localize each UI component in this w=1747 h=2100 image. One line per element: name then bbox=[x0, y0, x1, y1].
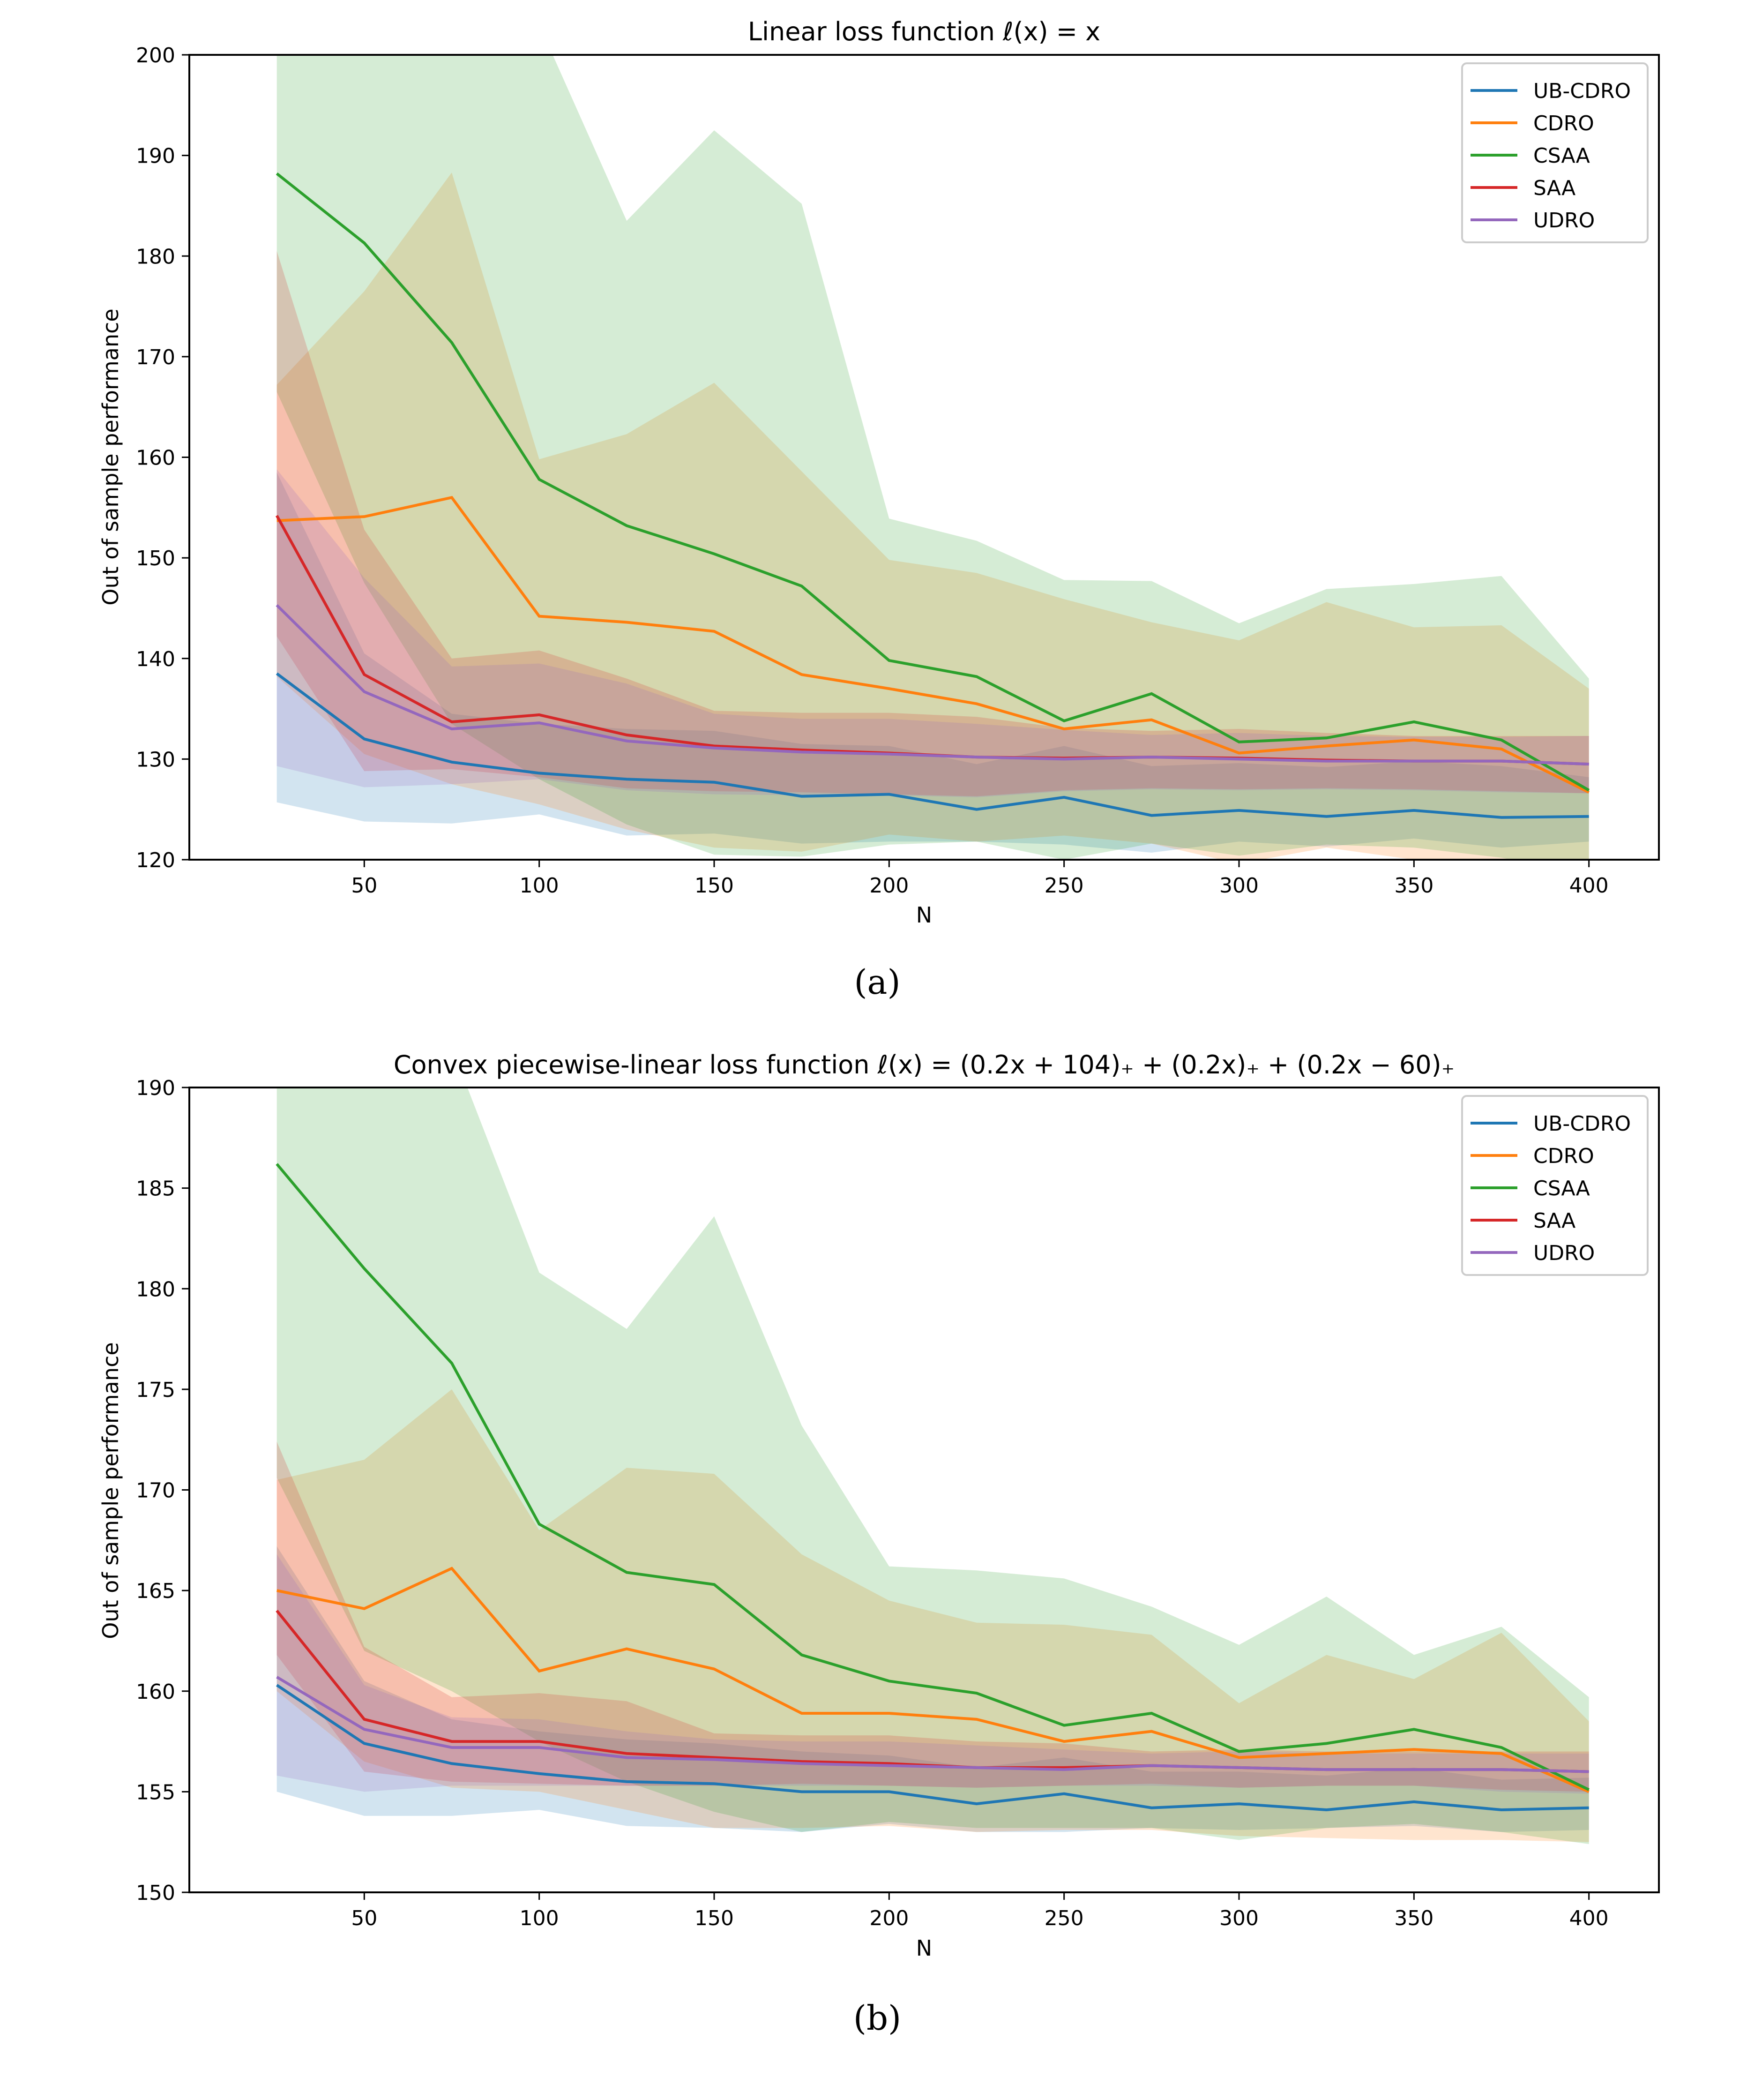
x-tick-label: 400 bbox=[1569, 874, 1609, 898]
line-cdro bbox=[276, 1567, 1590, 1793]
chart-a-bands bbox=[276, 55, 1589, 860]
x-tick-label: 100 bbox=[520, 874, 559, 898]
legend-label-udro: UDRO bbox=[1533, 1241, 1595, 1265]
chart-a-title: Linear loss function ℓ(x) = x bbox=[748, 17, 1100, 46]
y-tick-label: 150 bbox=[136, 547, 175, 570]
legend-box bbox=[1461, 62, 1649, 243]
y-tick-label: 130 bbox=[136, 748, 175, 772]
chart-b-xlabel: N bbox=[916, 1935, 932, 1961]
band-ub-cdro bbox=[276, 472, 1589, 853]
legend-label-ub-cdro: UB-CDRO bbox=[1533, 79, 1631, 103]
legend-label-cdro: CDRO bbox=[1533, 1144, 1594, 1168]
x-tick-label: 350 bbox=[1394, 874, 1433, 898]
x-tick-label: 200 bbox=[869, 874, 909, 898]
y-tick-label: 155 bbox=[136, 1780, 175, 1804]
chart-a-lines bbox=[276, 172, 1590, 819]
chart-b-ylabel: Out of sample performance bbox=[98, 1342, 123, 1639]
line-ub-cdro bbox=[276, 1684, 1589, 1812]
x-tick-label: 50 bbox=[351, 1906, 377, 1930]
caption-b: (b) bbox=[853, 1998, 901, 2038]
y-tick-label: 200 bbox=[136, 44, 175, 68]
band-udro bbox=[276, 1554, 1589, 1794]
x-tick-label: 300 bbox=[1219, 874, 1259, 898]
y-tick-label: 175 bbox=[136, 1378, 175, 1402]
x-tick-label: 250 bbox=[1045, 1906, 1084, 1930]
x-tick-label: 150 bbox=[694, 1906, 734, 1930]
y-tick-label: 165 bbox=[136, 1579, 175, 1603]
line-cdro bbox=[276, 496, 1590, 794]
chart-b-lines bbox=[276, 1163, 1590, 1812]
x-tick-label: 100 bbox=[520, 1906, 559, 1930]
y-tick-label: 120 bbox=[136, 848, 175, 872]
band-saa bbox=[276, 251, 1589, 796]
y-tick-label: 170 bbox=[136, 345, 175, 369]
y-tick-label: 150 bbox=[136, 1881, 175, 1905]
x-tick-label: 350 bbox=[1394, 1906, 1433, 1930]
band-saa bbox=[276, 1441, 1589, 1792]
y-tick-label: 180 bbox=[136, 1277, 175, 1301]
chart-a-xlabel: N bbox=[916, 902, 932, 928]
x-tick-label: 200 bbox=[869, 1906, 909, 1930]
legend-label-csaa: CSAA bbox=[1533, 144, 1590, 168]
x-tick-label: 300 bbox=[1219, 1906, 1259, 1930]
line-ub-cdro bbox=[276, 672, 1589, 819]
band-udro bbox=[276, 469, 1589, 797]
legend-label-ub-cdro: UB-CDRO bbox=[1533, 1112, 1631, 1136]
y-tick-label: 180 bbox=[136, 245, 175, 269]
y-tick-label: 160 bbox=[136, 446, 175, 470]
y-tick-label: 160 bbox=[136, 1680, 175, 1704]
line-udro bbox=[276, 1676, 1589, 1773]
chart-b-x-ticks: 50 100 150 200 250 300 350 400 bbox=[351, 1892, 1609, 1930]
chart-b-y-ticks: 150 155 160 165 170 175 180 185 190 bbox=[136, 1076, 189, 1905]
chart-a-legend: UB-CDRO CDRO CSAA SAA UDRO bbox=[1461, 62, 1649, 243]
y-tick-label: 185 bbox=[136, 1177, 175, 1201]
y-tick-label: 170 bbox=[136, 1479, 175, 1503]
legend-box bbox=[1461, 1095, 1649, 1276]
legend-label-saa: SAA bbox=[1533, 1209, 1575, 1233]
line-udro bbox=[276, 604, 1589, 766]
legend-label-saa: SAA bbox=[1533, 176, 1575, 200]
band-ub-cdro bbox=[276, 1546, 1589, 1832]
band-cdro bbox=[276, 1389, 1589, 1842]
chart-b-legend: UB-CDRO CDRO CSAA SAA UDRO bbox=[1461, 1095, 1649, 1276]
chart-a-x-ticks: 50 100 150 200 250 300 350 400 bbox=[351, 860, 1609, 898]
y-tick-label: 190 bbox=[136, 144, 175, 168]
chart-a-ylabel: Out of sample performance bbox=[98, 308, 123, 605]
chart-a-y-ticks: 120 130 140 150 160 170 180 190 200 bbox=[136, 44, 189, 872]
legend-label-csaa: CSAA bbox=[1533, 1177, 1590, 1200]
legend-label-udro: UDRO bbox=[1533, 209, 1595, 232]
x-tick-label: 250 bbox=[1045, 874, 1084, 898]
legend-label-cdro: CDRO bbox=[1533, 112, 1594, 135]
chart-b-piecewise-loss: 150 155 160 165 170 175 180 185 190 50 100 150 200 2… bbox=[98, 1050, 1660, 2038]
caption-a: (a) bbox=[854, 962, 900, 1002]
x-tick-label: 400 bbox=[1569, 1906, 1609, 1930]
y-tick-label: 140 bbox=[136, 647, 175, 671]
line-csaa bbox=[276, 1163, 1590, 1791]
y-tick-label: 190 bbox=[136, 1076, 175, 1100]
chart-b-title: Convex piecewise-linear loss function ℓ(… bbox=[394, 1050, 1455, 1080]
band-cdro bbox=[276, 172, 1589, 860]
x-tick-label: 50 bbox=[351, 874, 377, 898]
line-csaa bbox=[276, 172, 1590, 792]
band-csaa bbox=[276, 55, 1589, 860]
chart-a-linear-loss: 120 130 140 150 160 170 180 190 200 50 100 150 200 2… bbox=[98, 17, 1660, 1002]
x-tick-label: 150 bbox=[694, 874, 734, 898]
